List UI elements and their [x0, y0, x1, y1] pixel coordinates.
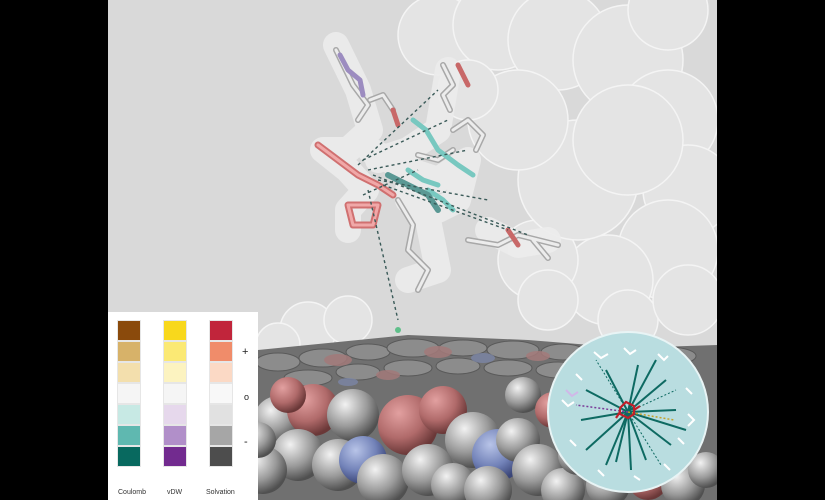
- legend-swatch: [163, 404, 187, 425]
- energy-legend: Coulomb vDW Solvation: [108, 312, 258, 500]
- legend-swatch: [209, 404, 233, 425]
- legend-swatch: [117, 341, 141, 362]
- legend-swatch: [209, 425, 233, 446]
- inset-fragments: [561, 347, 696, 481]
- interaction-lines: [357, 89, 529, 321]
- legend-swatch: [163, 425, 187, 446]
- legend-swatch: [163, 383, 187, 404]
- legend-swatch: [163, 320, 187, 341]
- molecular-scene-svg: [239, 0, 717, 500]
- molecular-view[interactable]: [108, 0, 717, 500]
- legend-swatch: [117, 362, 141, 383]
- legend-minus-symbol: -: [244, 436, 248, 448]
- legend-swatch: [209, 362, 233, 383]
- legend-swatch: [209, 383, 233, 404]
- legend-plus-symbol: +: [242, 346, 249, 358]
- legend-column-coulomb: [117, 320, 141, 467]
- contact-marker: [395, 327, 401, 333]
- legend-label-coulomb: Coulomb: [118, 489, 147, 496]
- legend-swatch: [209, 320, 233, 341]
- legend-swatch: [117, 320, 141, 341]
- surface-clouds: [255, 0, 717, 368]
- legend-column-solvation: [209, 320, 233, 467]
- radial-inset: [547, 331, 709, 493]
- legend-swatch: [117, 446, 141, 467]
- legend-column-vdw: [163, 320, 187, 467]
- legend-swatch: [163, 362, 187, 383]
- legend-swatch: [117, 425, 141, 446]
- legend-swatch: [117, 404, 141, 425]
- legend-swatch: [163, 341, 187, 362]
- ligand-sticks: [314, 47, 561, 293]
- legend-zero-symbol: o: [244, 392, 250, 402]
- legend-swatch: [209, 341, 233, 362]
- legend-label-vdw: vDW: [167, 489, 183, 496]
- legend-swatch: [209, 446, 233, 467]
- legend-swatch: [117, 383, 141, 404]
- legend-label-solvation: Solvation: [206, 489, 235, 496]
- legend-swatch: [163, 446, 187, 467]
- inset-center-ligand: [615, 400, 641, 420]
